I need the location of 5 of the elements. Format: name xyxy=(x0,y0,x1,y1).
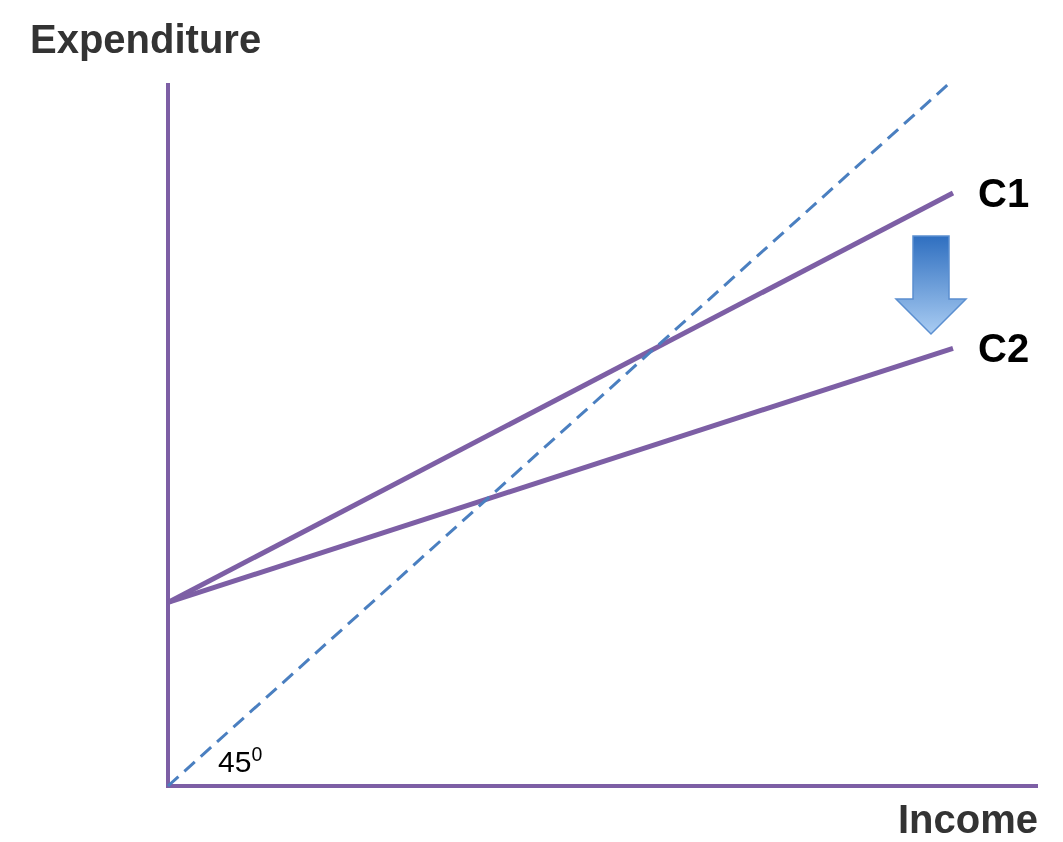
y-axis-title: Expenditure xyxy=(30,17,262,61)
series-label: C2 xyxy=(978,326,1030,371)
x-axis-title: Income xyxy=(897,797,1038,841)
annotation: 45$^{0}$ xyxy=(218,743,263,778)
series-label: C1 xyxy=(978,170,1030,215)
